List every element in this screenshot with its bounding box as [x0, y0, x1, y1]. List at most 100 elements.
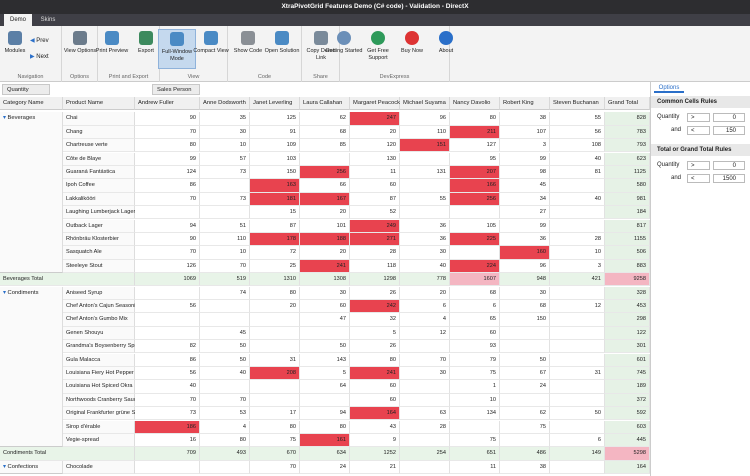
- value-cell: 24: [500, 380, 550, 394]
- ribbon-button[interactable]: Open Solution: [263, 29, 301, 69]
- ribbon-button[interactable]: View Options: [61, 29, 99, 69]
- value-cell: [300, 152, 350, 166]
- ribbon-button[interactable]: Getting Started: [325, 29, 363, 69]
- operator-combo[interactable]: <: [687, 126, 710, 135]
- operator-combo[interactable]: >: [687, 161, 710, 170]
- ribbon-small-button[interactable]: ◀ Prev: [30, 38, 49, 44]
- ribbon-group-label: DevExpress: [379, 74, 410, 80]
- grand-total-cell: 883: [605, 259, 650, 274]
- value-cell: 81: [550, 165, 605, 180]
- category-cell[interactable]: ▾ Beverages: [0, 112, 63, 274]
- category-cell[interactable]: ▾ Condiments: [0, 286, 63, 448]
- ribbon-button[interactable]: About: [427, 29, 465, 69]
- total-cell: 519: [200, 273, 250, 287]
- column-header[interactable]: Robert King: [500, 97, 550, 110]
- column-header[interactable]: Laura Callahan: [300, 97, 350, 110]
- value-cell: [550, 326, 605, 341]
- value-cell: 161: [300, 433, 350, 448]
- ribbon-button[interactable]: Get Free Support: [359, 29, 397, 69]
- value-cell: 80: [200, 433, 250, 448]
- grand-total-cell: 445: [605, 433, 650, 448]
- data-field-button[interactable]: Quantity: [2, 84, 50, 95]
- column-header[interactable]: Anne Dodsworth: [200, 97, 250, 110]
- value-cell: 109: [250, 139, 300, 153]
- column-header[interactable]: Michael Suyama: [400, 97, 450, 110]
- column-header[interactable]: Andrew Fuller: [135, 97, 200, 110]
- value-cell: [400, 206, 450, 220]
- ribbon-button[interactable]: Copy Demo Link: [302, 29, 340, 69]
- ribbon-button[interactable]: Buy Now: [393, 29, 431, 69]
- value-cell: [450, 206, 500, 220]
- column-header[interactable]: Steven Buchanan: [550, 97, 605, 110]
- product-name: Louisiana Hot Spiced Okra: [63, 380, 135, 394]
- value-cell: [200, 179, 250, 193]
- category-cell[interactable]: ▾ Confections: [0, 460, 63, 475]
- value-cell: [400, 152, 450, 166]
- value-cell: 60: [350, 179, 400, 193]
- column-field-button[interactable]: Sales Person: [152, 84, 200, 95]
- value-cell: [400, 380, 450, 394]
- value-cell: 60: [450, 326, 500, 341]
- value-spin[interactable]: 1500: [713, 174, 745, 183]
- total-cell: 1308: [300, 273, 350, 287]
- ribbon-small-button[interactable]: ▶ Next: [30, 54, 49, 60]
- ribbon-button[interactable]: Print Preview: [93, 29, 131, 69]
- value-cell: 43: [350, 420, 400, 434]
- value-cell: 50: [550, 407, 605, 421]
- value-cell: [250, 393, 300, 408]
- grand-total-cell: 783: [605, 125, 650, 140]
- row-field-header[interactable]: Product Name: [63, 97, 135, 110]
- value-cell: 28: [350, 246, 400, 260]
- button-label: Next: [36, 54, 49, 60]
- grand-total-cell: 1125: [605, 165, 650, 180]
- operator-combo[interactable]: <: [687, 174, 710, 183]
- total-cell: 1310: [250, 273, 300, 287]
- value-cell: 160: [500, 246, 550, 260]
- value-cell: 108: [550, 139, 605, 153]
- value-cell: [500, 340, 550, 354]
- value-cell: 151: [400, 139, 450, 153]
- value-cell: [400, 393, 450, 408]
- button-icon: [204, 31, 218, 45]
- value-cell: 4: [400, 313, 450, 327]
- value-cell: 73: [200, 165, 250, 180]
- ribbon-button[interactable]: Compact View: [192, 29, 230, 69]
- column-header[interactable]: Grand Total: [605, 97, 650, 110]
- value-cell: 3: [500, 139, 550, 153]
- value-cell: [200, 206, 250, 220]
- column-header[interactable]: Janet Leverling: [250, 97, 300, 110]
- ribbon-button[interactable]: Show Code: [229, 29, 267, 69]
- section-title: Total or Grand Total Rules: [651, 144, 750, 156]
- total-cell: 486: [500, 447, 550, 461]
- value-spin[interactable]: 0: [713, 161, 745, 170]
- value-cell: [200, 460, 250, 475]
- product-name: Louisiana Fiery Hot Pepper Sauce: [63, 366, 151, 381]
- value-spin[interactable]: 150: [713, 126, 745, 135]
- column-header[interactable]: Margaret Peacock: [350, 97, 400, 110]
- value-cell: 30: [300, 286, 350, 300]
- ribbon-button[interactable]: Export: [127, 29, 165, 69]
- product-name: Outback Lager: [63, 219, 135, 233]
- ribbon-group: Navigation Modules ◀ Prev ▶ Next: [0, 26, 62, 82]
- ribbon-button[interactable]: Modules: [0, 29, 34, 69]
- button-label: Full-Window Mode: [161, 49, 193, 62]
- button-label: Export: [138, 48, 154, 54]
- value-cell: 125: [250, 112, 300, 126]
- ribbon-tab[interactable]: Demo: [4, 14, 32, 26]
- column-header[interactable]: Nancy Davolio: [450, 97, 500, 110]
- operator-combo[interactable]: >: [687, 113, 710, 122]
- value-cell: 98: [500, 165, 550, 180]
- value-cell: 53: [200, 407, 250, 421]
- panel-tab[interactable]: Options: [654, 83, 684, 93]
- grand-total-cell: 372: [605, 393, 650, 408]
- ribbon-tab[interactable]: Skins: [40, 17, 56, 23]
- button-icon: [439, 31, 453, 45]
- product-name: Ipoh Coffee: [63, 179, 135, 193]
- product-name: Sasquatch Ale: [63, 246, 135, 260]
- value-cell: 167: [300, 192, 350, 207]
- value-cell: [400, 179, 450, 193]
- value-spin[interactable]: 0: [713, 113, 745, 122]
- row-field-header[interactable]: Category Name: [0, 97, 63, 110]
- value-cell: 26: [350, 286, 400, 300]
- ribbon-button[interactable]: Full-Window Mode: [158, 29, 196, 69]
